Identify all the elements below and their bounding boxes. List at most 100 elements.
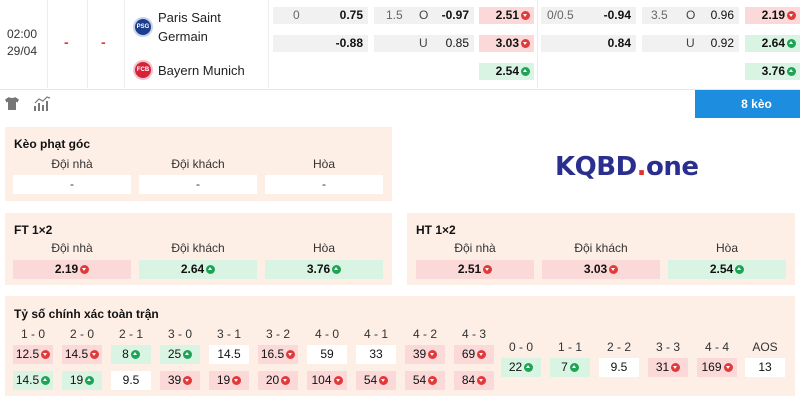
arrow-up-icon [524, 363, 534, 373]
score-odds[interactable]: 39 [405, 345, 445, 364]
ft12-title: FT 1×2 [14, 223, 53, 237]
match-row[interactable]: 02:00 29/04 - - PSG Paris Saint Germain … [0, 0, 800, 90]
divider [268, 0, 269, 88]
score-header: 1 - 1 [557, 340, 582, 354]
score-odds[interactable]: 12.5 [13, 345, 53, 364]
ht-1x2-home[interactable]: 2.19 [745, 7, 800, 24]
score-odds[interactable]: 69 [454, 345, 494, 364]
arrow-down-icon [90, 350, 100, 360]
score-odds[interactable]: 7 [550, 358, 590, 377]
corner-value-away[interactable]: - [139, 175, 257, 194]
score-odds[interactable]: 19 [209, 371, 249, 390]
score-header: 2 - 2 [606, 340, 631, 354]
kickoff-date: 29/04 [6, 44, 38, 58]
score-odds[interactable]: 54 [356, 371, 396, 390]
ft-ou-under[interactable]: U 0.85 [374, 35, 474, 52]
ft12-value-home[interactable]: 2.19 [13, 260, 131, 279]
ht-hdp-away[interactable]: 0.84 [541, 35, 636, 52]
arrow-down-icon [428, 376, 438, 386]
arrow-down-icon [286, 350, 296, 360]
corner-header-away: Đội khách [171, 157, 225, 171]
score-header: 0 - 0 [508, 340, 533, 354]
ht12-header-home: Đội nhà [454, 241, 496, 255]
home-team[interactable]: PSG Paris Saint Germain [133, 8, 221, 46]
score-odds[interactable]: 13 [745, 358, 785, 377]
ft-hdp-home[interactable]: 0 0.75 [273, 7, 368, 24]
ht-1x2-draw[interactable]: 3.76 [745, 63, 800, 80]
arrow-up-icon [183, 350, 193, 360]
score-header: 2 - 0 [69, 327, 94, 341]
score-header: 4 - 3 [461, 327, 486, 341]
score-odds[interactable]: 39 [160, 371, 200, 390]
score-odds[interactable]: 14.5 [209, 345, 249, 364]
arrow-down-icon [521, 11, 530, 20]
corner-value-home[interactable]: - [13, 175, 131, 194]
ht12-title: HT 1×2 [416, 223, 456, 237]
arrow-down-icon [379, 376, 389, 386]
arrow-down-icon [281, 376, 291, 386]
score-odds[interactable]: 9.5 [599, 358, 639, 377]
ht12-value-away[interactable]: 3.03 [542, 260, 660, 279]
ft-1x2-panel: FT 1×2 Đội nhà Đội khách Hòa 2.19 2.64 3… [5, 213, 392, 285]
more-odds-button[interactable]: 8 kèo [695, 90, 800, 118]
ft12-value-away[interactable]: 2.64 [139, 260, 257, 279]
score-odds[interactable]: 22 [501, 358, 541, 377]
score-header: 3 - 1 [216, 327, 241, 341]
score-odds[interactable]: 169 [697, 358, 737, 377]
arrow-up-icon [787, 67, 796, 76]
score-odds[interactable]: 14.5 [13, 371, 53, 390]
score-header: 3 - 0 [167, 327, 192, 341]
score-odds[interactable]: 16.5 [258, 345, 298, 364]
ht-1x2-away[interactable]: 2.64 [745, 35, 800, 52]
score-header: 4 - 4 [704, 340, 729, 354]
shirt-icon[interactable] [5, 97, 19, 110]
ft-1x2-away[interactable]: 3.03 [479, 35, 534, 52]
ft-1x2-home[interactable]: 2.51 [479, 7, 534, 24]
score-odds[interactable]: 19 [62, 371, 102, 390]
divider [124, 0, 125, 88]
score-odds[interactable]: 14.5 [62, 345, 102, 364]
ft-1x2-draw[interactable]: 2.54 [479, 63, 534, 80]
arrow-up-icon [521, 67, 530, 76]
score-odds[interactable]: 9.5 [111, 371, 151, 390]
home-score: - [64, 34, 69, 50]
stats-chart-icon[interactable] [33, 96, 51, 111]
arrow-up-icon [787, 39, 796, 48]
score-header: 3 - 3 [655, 340, 680, 354]
corner-value-draw[interactable]: - [265, 175, 383, 194]
score-odds[interactable]: 8 [111, 345, 151, 364]
arrow-up-icon [85, 376, 95, 386]
score-header: 4 - 2 [412, 327, 437, 341]
kickoff-time: 02:00 [6, 27, 38, 41]
score-odds[interactable]: 20 [258, 371, 298, 390]
score-odds[interactable]: 104 [307, 371, 347, 390]
score-odds[interactable]: 31 [648, 358, 688, 377]
ft-hdp-away[interactable]: -0.88 [273, 35, 368, 52]
arrow-down-icon [80, 265, 90, 275]
psg-logo-icon: PSG [133, 17, 153, 37]
match-toolbar: 8 kèo [0, 90, 800, 118]
correct-score-panel: Tỷ số chính xác toàn trận 1 - 0 12.5 14.… [5, 296, 795, 396]
score-odds[interactable]: 59 [307, 345, 347, 364]
ht-hdp-home[interactable]: 0/0.5 -0.94 [541, 7, 636, 24]
ht-ou-under[interactable]: U 0.92 [642, 35, 739, 52]
correct-score-title: Tỷ số chính xác toàn trận [14, 307, 159, 321]
score-odds[interactable]: 54 [405, 371, 445, 390]
ht12-value-draw[interactable]: 2.54 [668, 260, 786, 279]
arrow-up-icon [332, 265, 342, 275]
arrow-down-icon [477, 350, 487, 360]
ft-ou-over[interactable]: 1.5 O -0.97 [374, 7, 474, 24]
ht-ou-over[interactable]: 3.5 O 0.96 [642, 7, 739, 24]
score-odds[interactable]: 25 [160, 345, 200, 364]
score-odds[interactable]: 84 [454, 371, 494, 390]
away-team[interactable]: FCB Bayern Munich [133, 60, 245, 80]
ft12-header-away: Đội khách [171, 241, 225, 255]
score-odds[interactable]: 33 [356, 345, 396, 364]
ht12-value-home[interactable]: 2.51 [416, 260, 534, 279]
divider [87, 0, 88, 88]
arrow-down-icon [723, 363, 733, 373]
ft12-value-draw[interactable]: 3.76 [265, 260, 383, 279]
arrow-down-icon [671, 363, 681, 373]
score-header: 2 - 1 [118, 327, 143, 341]
bayern-logo-icon: FCB [133, 60, 153, 80]
